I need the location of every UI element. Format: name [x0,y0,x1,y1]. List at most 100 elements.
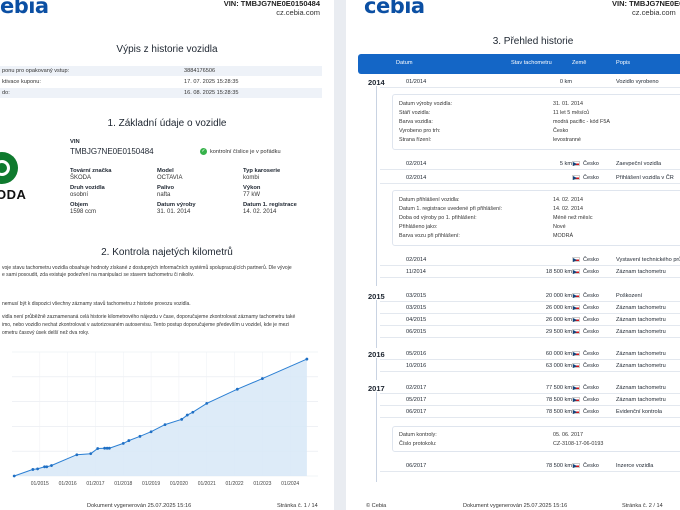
row-mileage-text: 78 500 km [545,409,572,415]
row-country: Česko [572,175,599,181]
row-mileage-text: 77 500 km [545,385,572,391]
mileage-point[interactable] [127,439,131,442]
mileage-point[interactable] [235,387,239,391]
row-description: Vystavení technického prů [616,257,680,263]
row-date: 10/2016 [406,363,426,369]
row-date-text: 05/2017 [406,397,427,403]
detail-label: Datum výroby vozidla: [399,101,453,107]
field-value: ŠKODA [70,175,92,181]
row-country: Česko [572,293,599,299]
mileage-point[interactable] [107,446,111,450]
mileage-point[interactable] [185,413,189,417]
detail-value: levostranné [553,137,581,143]
field-label: Palivo [157,185,175,191]
history-row: 02/2014 Česko Přihlášení vozidla v ČR [380,172,680,184]
row-description-text: Záznam tachometru [616,363,666,369]
row-date: 02/2014 [406,257,426,263]
mileage-point[interactable] [89,452,93,456]
row-description: Poškození [616,293,642,299]
row-mileage: 0 km [516,79,572,85]
row-date-text: 03/2015 [406,305,427,311]
row-country-text: Česko [583,329,599,335]
timeline-line [376,392,377,482]
column-header: Stav tachometru [511,60,552,66]
detail-label: Strana řízení: [399,137,432,143]
detail-value: Česko [553,128,569,134]
detail-label: Stáří vozidla: [399,110,431,116]
mileage-point[interactable] [191,410,195,414]
row-mileage-text: 60 000 km [545,351,572,357]
history-row: 03/2015 26 000 km Česko Záznam tachometru [380,302,680,314]
footer-page-number: Stránka č. 2 / 14 [622,503,663,509]
field-value: osobní [70,192,89,198]
row-description: Záznam tachometru [616,329,666,335]
row-description-text: Evidenční kontrola [616,409,663,415]
row-description: Záznam tachometru [616,363,666,369]
row-description-text: Inzerce vozidla [616,463,654,469]
mileage-point[interactable] [121,442,125,445]
row-date-text: 01/2014 [406,79,427,85]
field-value: 14. 02. 2014 [243,209,277,215]
row-country: Česko [572,329,599,335]
website-link[interactable]: cz.cebia.com [276,8,320,17]
row-date: 11/2014 [406,269,426,275]
row-country: Česko [572,409,599,415]
row-mileage-text: 18 500 km [545,269,572,275]
website-link[interactable]: cz.cebia.com [632,8,676,17]
history-row: 05/2016 60 000 km Česko Záznam tachometru [380,348,680,360]
row-date-text: 06/2017 [406,463,427,469]
mileage-point[interactable] [138,434,142,438]
history-table-header [358,54,680,74]
history-row: 05/2017 78 500 km Česko Záznam tachometru [380,394,680,406]
row-mileage-text: 0 km [559,79,572,85]
detail-label: Přihlášeno jako: [399,224,438,230]
mileage-point[interactable] [45,465,49,469]
row-date: 02/2014 [406,161,426,167]
row-mileage-text: 78 500 km [545,463,572,469]
mileage-point[interactable] [205,401,209,405]
row-date: 05/2016 [406,351,426,357]
detail-label: Datum přihlášení vozidla: [399,197,460,203]
field-label: Typ karoserie [243,168,281,174]
row-date: 02/2014 [406,175,426,181]
mileage-point[interactable] [12,474,16,478]
row-country: Česko [572,317,599,323]
row-mileage-text: 5 km [559,161,572,167]
detail-value: modrá pacific - kód F5A [553,119,610,125]
mileage-point[interactable] [180,417,184,421]
paragraph-line: voje stavu tachometru vozidla obsahuje h… [2,265,292,271]
footer-generated: Dokument vygenerován 25.07.2025 15:16 [463,503,568,509]
mileage-point[interactable] [105,446,109,450]
mileage-point[interactable] [75,453,79,457]
field-value: 1598 ccm [70,209,97,215]
inspection-detail-box: Datum kontroly: 05. 06. 2017 Číslo proto… [392,426,680,452]
mileage-point[interactable] [36,467,39,471]
row-date: 01/2014 [406,79,426,85]
paragraph-line: ometru časový úsek delší než dva roky. [2,330,90,336]
mileage-point[interactable] [163,423,167,427]
detail-value: 14. 02. 2014 [553,197,583,203]
detail-value: Nové [553,224,566,230]
coupon-label: ktivace kuponu: [2,79,41,85]
detail-label: Vyrobeno pro trh: [399,128,441,134]
mileage-point[interactable] [305,357,309,361]
mileage-point[interactable] [43,465,46,469]
mileage-point[interactable] [149,430,153,434]
mileage-point[interactable] [103,446,107,450]
mileage-point[interactable] [31,468,35,471]
mileage-point[interactable] [260,377,264,380]
paragraph-line: imo, nebo vozidlo nechat zkontrolovat v … [2,322,290,328]
row-mileage: 5 km [516,161,572,167]
row-description-text: Zaevpeční vozidla [616,161,662,167]
row-date: 06/2017 [406,409,426,415]
field-label: Datum výroby [157,202,196,208]
mileage-point[interactable] [96,447,100,450]
row-country-text: Česko [583,463,599,469]
mileage-point[interactable] [50,464,53,467]
report-page-2: cebia VIN: TMBJG7NE0E0150484 cz.cebia.co… [346,0,680,510]
row-mileage-text: 63 000 km [545,363,572,369]
x-tick-label: 01/2016 [59,481,77,487]
row-country: Česko [572,269,599,275]
row-mileage: 26 000 km [516,317,572,323]
czech-flag-icon [572,363,580,369]
